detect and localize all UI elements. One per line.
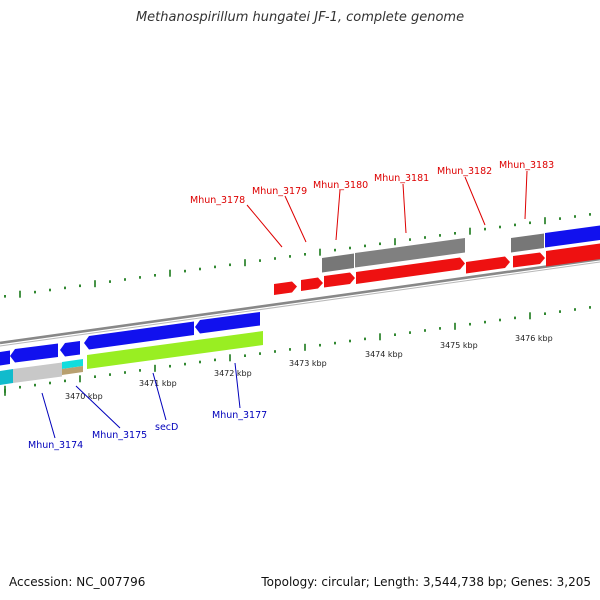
forward-feature-track [322, 225, 600, 273]
genome-summary-text: Topology: circular; Length: 3,544,738 bp… [261, 575, 591, 589]
forward-gene-arrow[interactable] [356, 257, 465, 285]
reverse-gene-arrow[interactable] [60, 341, 80, 357]
gene-label-mhun-3177[interactable]: Mhun_3177 [212, 410, 267, 421]
green-feature[interactable] [87, 331, 263, 369]
gene-label-secd[interactable]: secD [155, 422, 178, 433]
forward-gene-arrow[interactable] [546, 243, 600, 267]
reverse-gene-labels: Mhun_3174 Mhun_3175 secD Mhun_3177 [28, 362, 267, 451]
leader-line [75, 385, 121, 429]
forward-gene-arrow[interactable] [301, 277, 323, 292]
reverse-feature-track [0, 331, 263, 385]
leader-line [152, 372, 167, 421]
gene-label-mhun-3178[interactable]: Mhun_3178 [190, 195, 245, 206]
leader-line [246, 204, 283, 248]
cyan-feature[interactable] [0, 369, 13, 385]
gray-feature[interactable] [355, 238, 465, 268]
reverse-gene-arrow[interactable] [0, 350, 10, 366]
axis-label: 3470 kbp [65, 392, 103, 401]
gene-label-mhun-3174[interactable]: Mhun_3174 [28, 440, 83, 451]
cyan-feature[interactable] [62, 359, 83, 369]
forward-gene-arrow[interactable] [274, 281, 297, 296]
forward-gene-arrow[interactable] [513, 252, 545, 268]
reverse-gene-track [0, 312, 260, 366]
leader-line [284, 195, 307, 243]
reverse-gene-arrow[interactable] [195, 312, 260, 334]
genome-title: Methanospirillum hungatei JF-1, complete… [135, 10, 465, 25]
lower-tick-row [4, 306, 591, 393]
axis-label: 3472 kbp [214, 369, 252, 378]
axis-label: 3476 kbp [515, 334, 553, 343]
leader-line [335, 189, 341, 241]
reverse-gene-arrow[interactable] [84, 321, 194, 350]
leader-line [234, 362, 241, 409]
gray-feature[interactable] [322, 253, 354, 273]
forward-gene-track [274, 243, 600, 296]
axis-label: 3474 kbp [365, 350, 403, 359]
accession-text: Accession: NC_007796 [9, 575, 146, 589]
leader-line [402, 183, 407, 234]
gene-label-mhun-3175[interactable]: Mhun_3175 [92, 430, 147, 441]
gray-feature[interactable] [511, 233, 544, 253]
gene-label-mhun-3180[interactable]: Mhun_3180 [313, 180, 368, 191]
axis-labels: 3470 kbp 3471 kbp 3472 kbp 3473 kbp 3474… [65, 334, 553, 401]
axis-label: 3475 kbp [440, 341, 478, 350]
forward-gene-arrow[interactable] [324, 272, 355, 288]
gene-label-mhun-3181[interactable]: Mhun_3181 [374, 173, 429, 184]
upper-tick-row [4, 213, 591, 298]
blue-feature[interactable] [545, 225, 600, 248]
gene-label-mhun-3183[interactable]: Mhun_3183 [499, 160, 554, 171]
leader-line [524, 170, 528, 220]
lightgray-feature[interactable] [13, 362, 62, 384]
forward-gene-labels: Mhun_3178 Mhun_3179 Mhun_3180 Mhun_3181 … [190, 160, 554, 248]
tan-feature[interactable] [62, 366, 83, 375]
gene-label-mhun-3179[interactable]: Mhun_3179 [252, 186, 307, 197]
reverse-gene-arrow[interactable] [10, 343, 58, 363]
backbone-line-shadow [0, 261, 600, 347]
axis-label: 3471 kbp [139, 379, 177, 388]
leader-line [41, 392, 56, 439]
forward-gene-arrow[interactable] [466, 256, 510, 274]
gene-label-mhun-3182[interactable]: Mhun_3182 [437, 166, 492, 177]
leader-line [464, 176, 486, 226]
axis-label: 3473 kbp [289, 359, 327, 368]
backbone-line [0, 257, 600, 345]
